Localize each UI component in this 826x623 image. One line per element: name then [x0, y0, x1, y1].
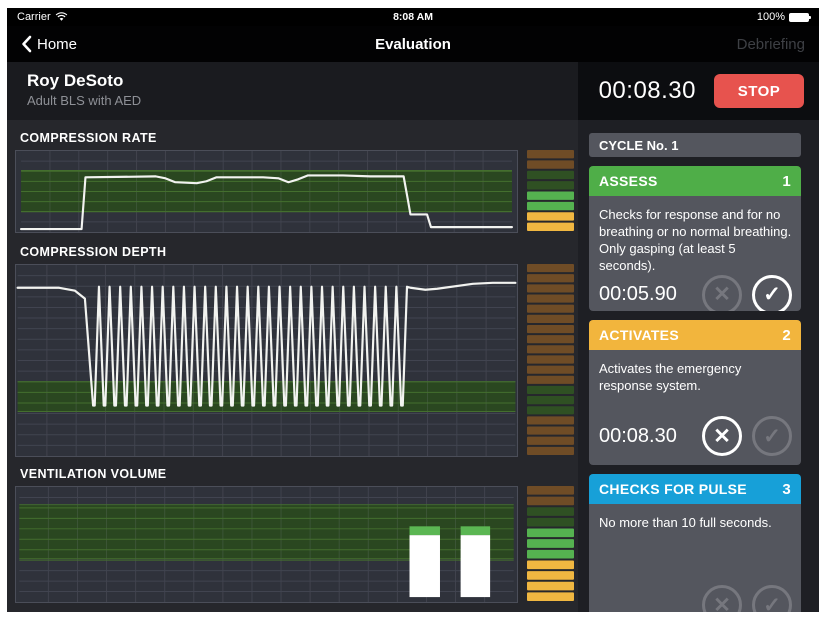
fail-icon[interactable]: ✕	[702, 585, 742, 612]
task-header: ACTIVATES 2	[589, 320, 801, 350]
battery-percent-label: 100%	[756, 11, 785, 23]
wifi-icon	[55, 12, 67, 21]
task-header: CHECKS FOR PULSE 3	[589, 474, 801, 504]
student-name: Roy DeSoto	[27, 71, 124, 90]
task-description: Checks for response and for no breathing…	[599, 207, 792, 274]
compression-rate-histogram	[527, 150, 574, 231]
task-number: 3	[782, 480, 791, 498]
task-card-assess: ASSESS 1 Checks for response and for no …	[589, 166, 801, 311]
task-time: 00:08.30	[599, 424, 677, 447]
app-frame: Carrier 8:08 AM 100% Home Evaluation Deb…	[7, 8, 819, 612]
compression-depth-histogram	[527, 264, 574, 455]
back-chevron-icon	[22, 35, 32, 53]
task-title: ASSESS	[599, 173, 658, 189]
task-title: CHECKS FOR PULSE	[599, 481, 747, 497]
task-card-checks-for-pulse: CHECKS FOR PULSE 3 No more than 10 full …	[589, 474, 801, 612]
task-body: No more than 10 full seconds. ✕ ✓	[589, 504, 801, 612]
task-header: ASSESS 1	[589, 166, 801, 196]
status-bar: Carrier 8:08 AM 100%	[7, 8, 819, 26]
fail-icon[interactable]: ✕	[702, 274, 742, 311]
carrier-label: Carrier	[17, 11, 51, 23]
task-number: 1	[782, 172, 791, 190]
stop-button[interactable]: STOP	[714, 74, 804, 108]
clock-label: 8:08 AM	[393, 11, 433, 23]
nav-bar: Home Evaluation Debriefing	[7, 26, 819, 62]
task-description: No more than 10 full seconds.	[599, 515, 772, 530]
page-title: Evaluation	[375, 35, 451, 53]
task-sidebar: CYCLE No. 1 ASSESS 1 Checks for response…	[578, 120, 819, 612]
task-time: 00:05.90	[599, 283, 677, 306]
compression-depth-section: COMPRESSION DEPTH	[7, 233, 578, 457]
ventilation-volume-title: VENTILATION VOLUME	[20, 467, 167, 481]
task-title: ACTIVATES	[599, 327, 679, 343]
session-timer: 00:08.30	[598, 77, 696, 104]
compression-rate-title: COMPRESSION RATE	[20, 131, 157, 145]
fail-icon[interactable]: ✕	[702, 416, 742, 456]
task-number: 2	[782, 326, 791, 344]
compression-rate-chart	[15, 150, 518, 233]
pass-icon[interactable]: ✓	[752, 274, 792, 311]
debriefing-button[interactable]: Debriefing	[736, 35, 805, 53]
ventilation-volume-histogram	[527, 486, 574, 601]
session-info: Roy DeSoto Adult BLS with AED	[7, 62, 578, 120]
main-content: COMPRESSION RATE COMPRESSION DEPTH VENTI…	[7, 120, 819, 612]
timer-area: 00:08.30 STOP	[578, 62, 819, 120]
pass-icon[interactable]: ✓	[752, 416, 792, 456]
compression-depth-chart	[15, 264, 518, 457]
charts-panel: COMPRESSION RATE COMPRESSION DEPTH VENTI…	[7, 120, 578, 612]
task-card-activates: ACTIVATES 2 Activates the emergency resp…	[589, 320, 801, 465]
compression-rate-section: COMPRESSION RATE	[7, 120, 578, 233]
task-body: Activates the emergency response system.…	[589, 350, 801, 465]
session-header: Roy DeSoto Adult BLS with AED 00:08.30 S…	[7, 62, 819, 120]
course-subtitle: Adult BLS with AED	[27, 93, 142, 108]
ventilation-volume-chart	[15, 486, 518, 603]
task-body: Checks for response and for no breathing…	[589, 196, 801, 311]
battery-icon	[789, 12, 811, 22]
pass-icon[interactable]: ✓	[752, 585, 792, 612]
compression-depth-title: COMPRESSION DEPTH	[20, 245, 167, 259]
back-label: Home	[37, 35, 78, 53]
ventilation-volume-section: VENTILATION VOLUME	[7, 457, 578, 603]
back-button[interactable]: Home	[21, 35, 77, 53]
task-description: Activates the emergency response system.	[599, 361, 742, 394]
cycle-label: CYCLE No. 1	[589, 133, 801, 157]
